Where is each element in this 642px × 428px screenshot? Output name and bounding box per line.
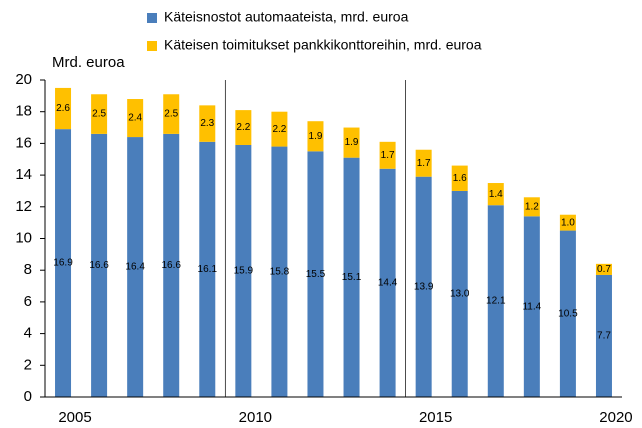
bar-segment bbox=[523, 216, 540, 397]
y-tick-label: 20 bbox=[15, 71, 32, 88]
bar-segment bbox=[127, 137, 144, 397]
value-label: 10.5 bbox=[558, 308, 578, 319]
value-label: 1.9 bbox=[345, 137, 359, 148]
value-label: 13.0 bbox=[450, 289, 470, 300]
value-label: 2.6 bbox=[56, 103, 70, 114]
bar-segment bbox=[163, 133, 180, 397]
y-tick-label: 14 bbox=[15, 166, 32, 183]
value-label: 16.6 bbox=[89, 260, 109, 271]
bar-segment bbox=[379, 141, 396, 169]
bar-segment bbox=[235, 144, 252, 397]
value-label: 15.8 bbox=[270, 266, 290, 277]
bar-segment bbox=[451, 190, 468, 397]
bar-segment bbox=[55, 129, 72, 397]
bar-segment bbox=[595, 274, 612, 397]
bar-segment bbox=[199, 105, 216, 142]
value-label: 1.6 bbox=[453, 173, 467, 184]
bar-segment bbox=[235, 110, 252, 145]
value-label: 16.9 bbox=[53, 258, 73, 269]
y-tick-label: 16 bbox=[15, 134, 32, 151]
bar-segment bbox=[271, 111, 288, 147]
value-label: 13.9 bbox=[414, 281, 434, 292]
bar-segment bbox=[127, 99, 144, 138]
value-label: 1.2 bbox=[525, 201, 539, 212]
legend-label: Käteisnostot automaateista, mrd. euroa bbox=[164, 9, 409, 25]
value-label: 7.7 bbox=[597, 331, 611, 342]
value-label: 2.2 bbox=[272, 124, 286, 135]
y-tick-label: 6 bbox=[24, 293, 32, 310]
bar-segment bbox=[271, 146, 288, 397]
y-tick-label: 8 bbox=[24, 261, 32, 278]
bar-segment bbox=[163, 94, 180, 134]
value-label: 2.5 bbox=[164, 109, 178, 120]
y-tick-label: 10 bbox=[15, 229, 32, 246]
value-label: 1.9 bbox=[309, 131, 323, 142]
value-label: 16.1 bbox=[198, 264, 218, 275]
bar-segment bbox=[451, 165, 468, 191]
bar-segment bbox=[487, 183, 504, 206]
bar-segment bbox=[415, 176, 432, 397]
value-label: 0.7 bbox=[597, 264, 611, 275]
y-axis-label: Mrd. euroa bbox=[52, 54, 125, 71]
bar-segment bbox=[307, 151, 324, 397]
value-label: 14.4 bbox=[378, 278, 398, 289]
value-label: 2.4 bbox=[128, 113, 142, 124]
value-label: 2.5 bbox=[92, 109, 106, 120]
bar-segment bbox=[523, 197, 540, 217]
bar-segment bbox=[91, 133, 108, 397]
bar-segment bbox=[559, 214, 576, 231]
x-tick-label: 2015 bbox=[419, 409, 452, 426]
y-tick-label: 4 bbox=[24, 325, 32, 342]
value-label: 1.7 bbox=[417, 158, 431, 169]
legend-swatch bbox=[147, 13, 157, 23]
value-label: 15.5 bbox=[306, 269, 326, 280]
bar-segment bbox=[307, 121, 324, 152]
bar-segment bbox=[595, 263, 612, 275]
bar-segment bbox=[487, 205, 504, 397]
bar-segment bbox=[379, 168, 396, 397]
x-tick-label: 2010 bbox=[239, 409, 272, 426]
bar-segment bbox=[343, 157, 360, 397]
bar-segment bbox=[559, 230, 576, 397]
legend-swatch bbox=[147, 41, 157, 51]
value-label: 15.1 bbox=[342, 272, 362, 283]
y-tick-label: 12 bbox=[15, 198, 32, 215]
value-label: 16.6 bbox=[161, 260, 181, 271]
x-tick-label: 2020 bbox=[599, 409, 632, 426]
value-label: 2.2 bbox=[236, 122, 250, 133]
bar-segment bbox=[199, 141, 216, 397]
bar-segment bbox=[415, 149, 432, 177]
value-label: 12.1 bbox=[486, 296, 506, 307]
value-label: 16.4 bbox=[125, 262, 145, 273]
legend-label: Käteisen toimitukset pankkikonttoreihin,… bbox=[164, 37, 482, 53]
value-label: 1.7 bbox=[381, 150, 395, 161]
value-label: 1.4 bbox=[489, 189, 503, 200]
y-tick-label: 18 bbox=[15, 103, 32, 120]
bar-segment bbox=[91, 94, 108, 134]
bar-segment bbox=[55, 87, 72, 130]
value-label: 15.9 bbox=[234, 266, 254, 277]
x-tick-label: 2005 bbox=[58, 409, 91, 426]
bar-segment bbox=[343, 127, 360, 158]
value-label: 2.3 bbox=[200, 118, 214, 129]
value-label: 1.0 bbox=[561, 217, 575, 228]
value-label: 11.4 bbox=[522, 301, 541, 312]
y-tick-label: 2 bbox=[24, 356, 32, 373]
y-tick-label: 0 bbox=[24, 388, 32, 405]
